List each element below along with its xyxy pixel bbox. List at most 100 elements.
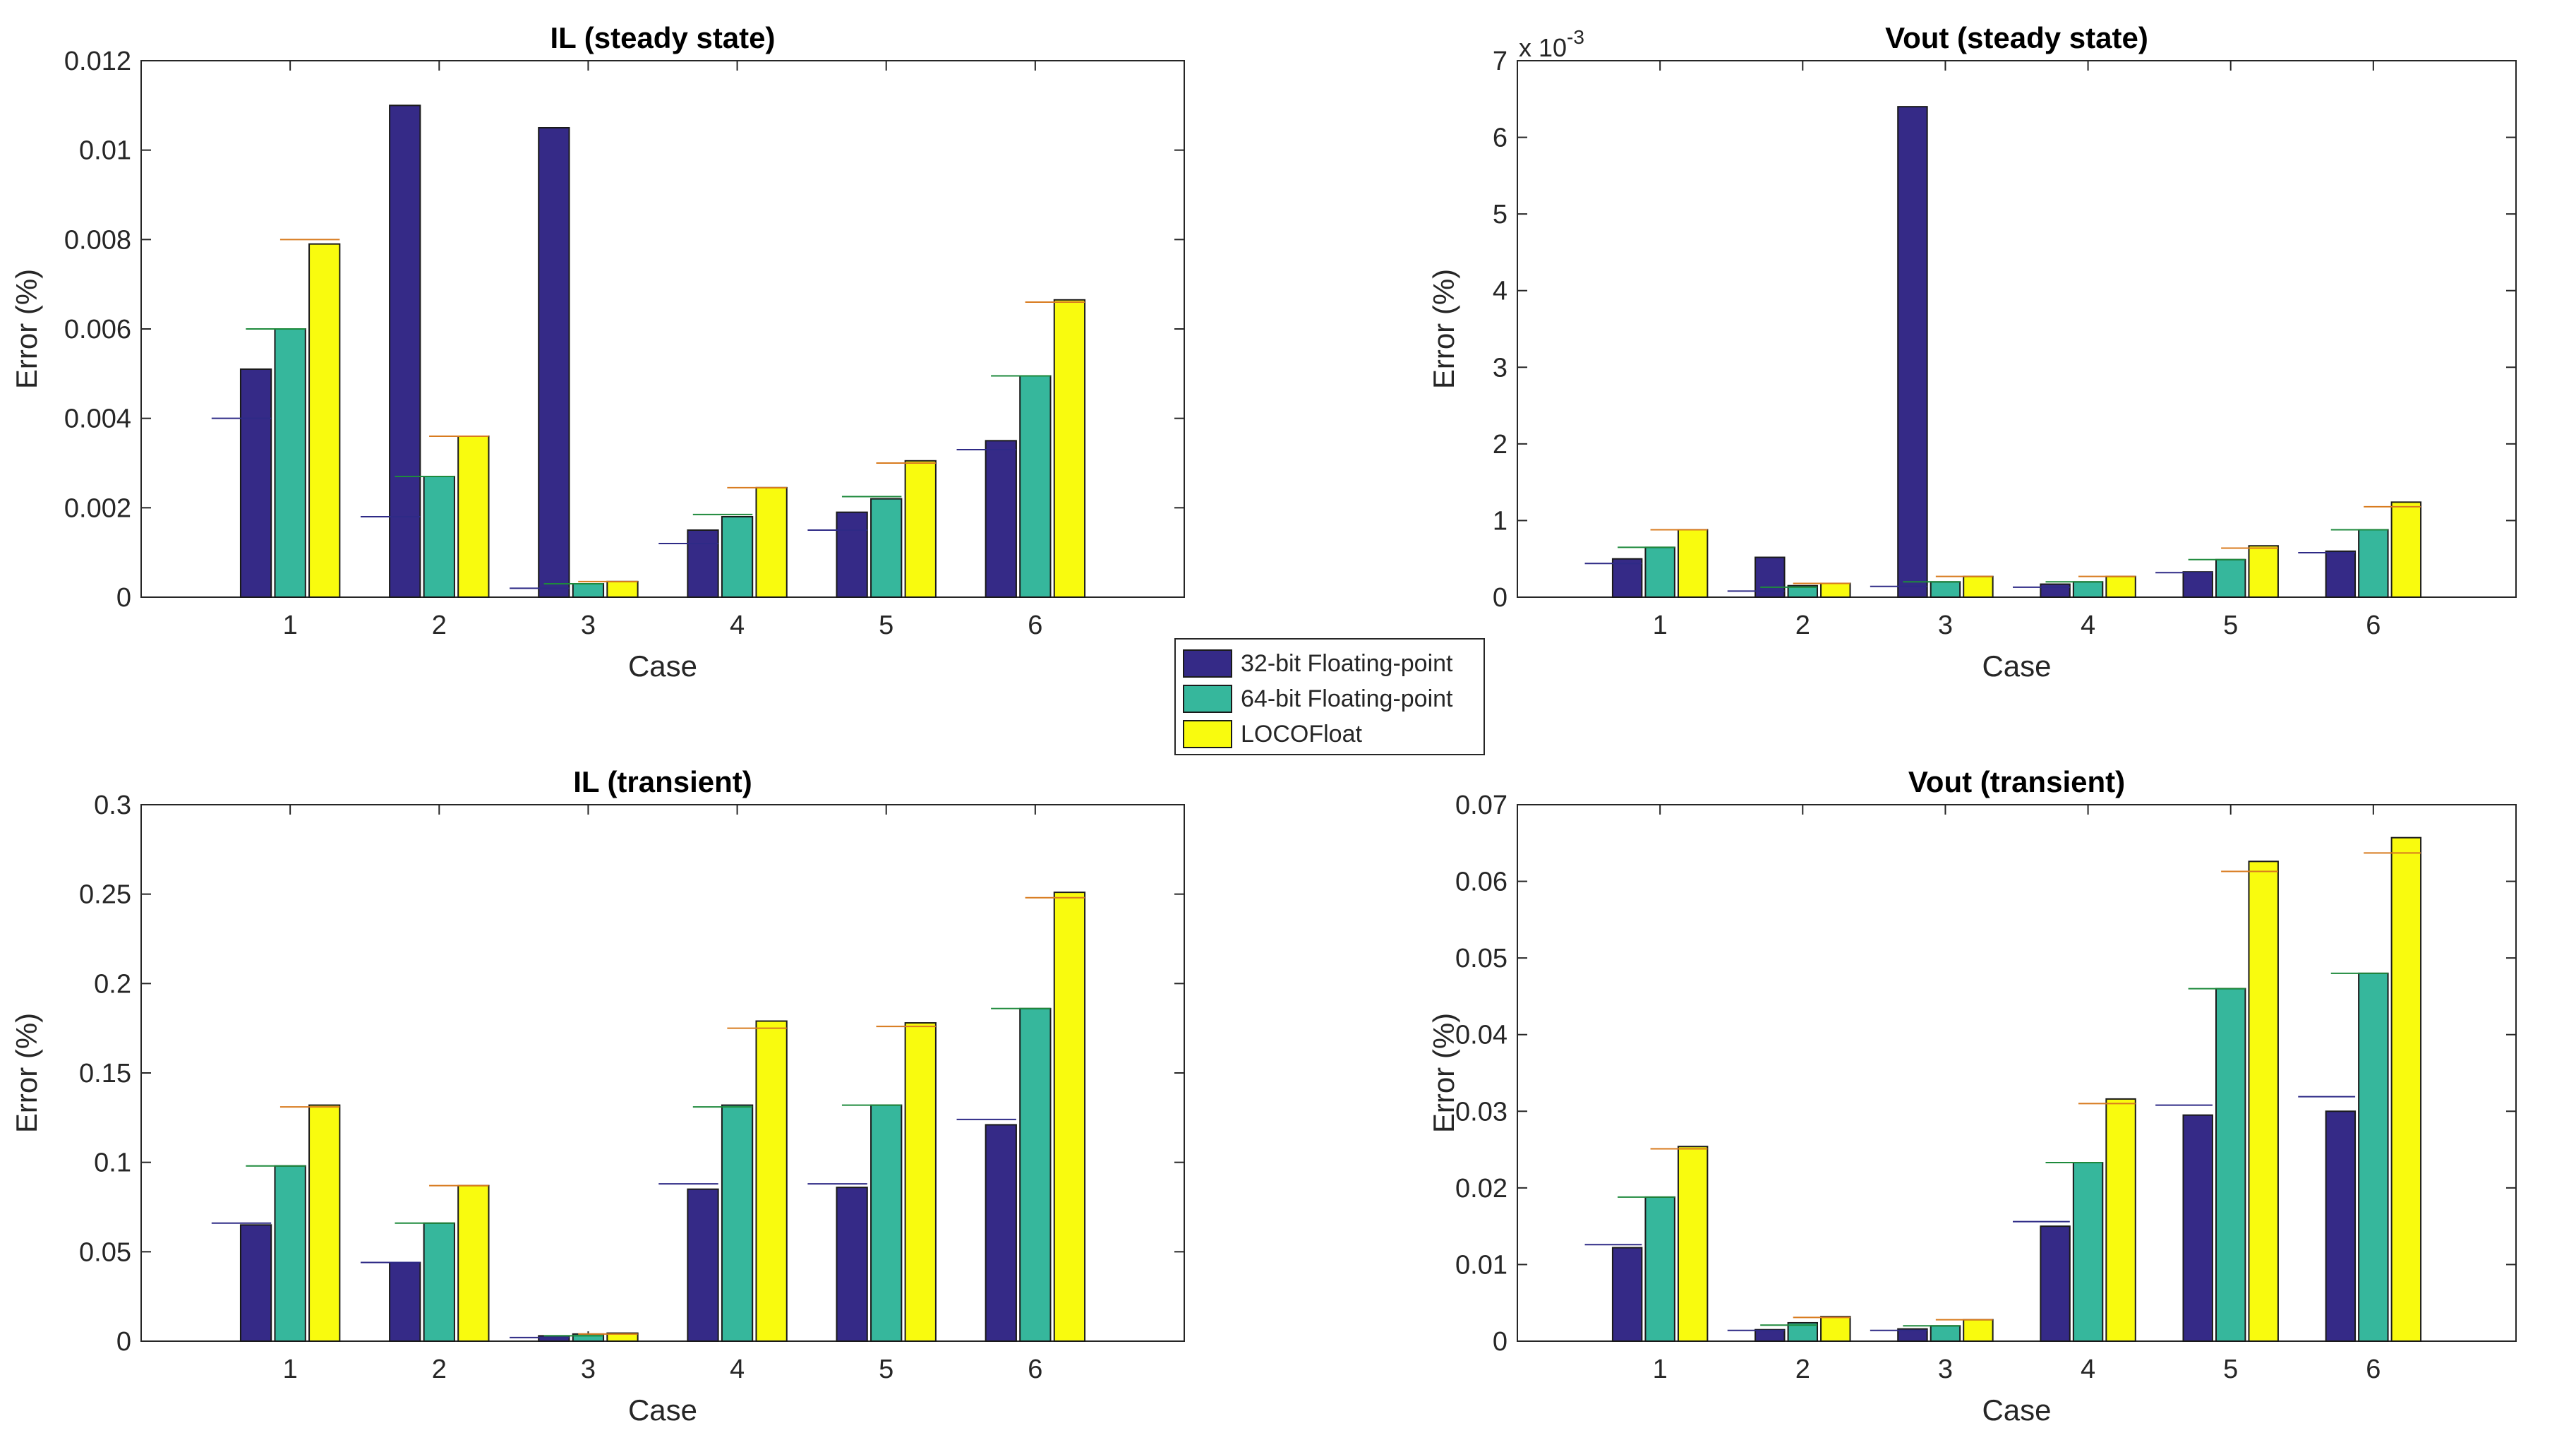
x-axis-label: Case	[1982, 1393, 2051, 1427]
x-tick-label: 5	[2223, 611, 2238, 640]
legend-item-32bit: 32-bit Floating-point	[1183, 648, 1453, 679]
bar-vout-transient-s3-case5	[2248, 860, 2279, 1343]
bar-il-transient-s1-case3	[538, 1335, 570, 1343]
y-tick-label: 0.004	[64, 404, 131, 434]
bar-il-transient-s2-case5	[870, 1104, 903, 1342]
legend-swatch-32bit	[1183, 649, 1232, 678]
bar-il-steady-s2-case1	[274, 328, 306, 598]
y-tick-label: 0	[1493, 583, 1507, 613]
y-tick-label: 0.01	[1455, 1250, 1507, 1280]
y-tick-label: 7	[1493, 47, 1507, 76]
x-tick-label: 2	[1795, 1355, 1810, 1384]
y-tick-label: 0.05	[79, 1237, 131, 1267]
bar-vout-transient-s1-case6	[2325, 1110, 2357, 1343]
bar-il-steady-s2-case3	[572, 583, 605, 598]
x-tick-label: 2	[432, 611, 447, 640]
y-tick-label: 0.03	[1455, 1097, 1507, 1127]
y-tick-label: 0.07	[1455, 791, 1507, 820]
x-tick-label: 6	[1028, 611, 1042, 640]
y-tick-label: 5	[1493, 200, 1507, 229]
bar-il-steady-s3-case4	[755, 486, 788, 598]
legend-label-locofloat: LOCOFloat	[1241, 720, 1362, 748]
legend-item-64bit: 64-bit Floating-point	[1183, 683, 1453, 714]
bar-vout-transient-s1-case2	[1755, 1328, 1786, 1342]
x-axis-label: Case	[1982, 649, 2051, 683]
x-tick-label: 3	[1938, 1355, 1953, 1384]
legend-swatch-64bit	[1183, 685, 1232, 713]
bar-vout-steady-s3-case4	[2105, 575, 2136, 599]
y-tick-label: 4	[1493, 277, 1507, 306]
bar-vout-transient-s2-case4	[2072, 1162, 2104, 1342]
y-tick-label: 6	[1493, 124, 1507, 153]
y-tick-label: 0	[116, 583, 131, 613]
bar-vout-steady-s2-case6	[2358, 529, 2389, 599]
x-tick-label: 3	[581, 611, 596, 640]
x-tick-label: 1	[283, 611, 298, 640]
y-tick-label: 0.008	[64, 225, 131, 255]
bar-il-steady-s2-case4	[721, 516, 754, 598]
bar-il-transient-s3-case6	[1053, 892, 1086, 1342]
bar-il-steady-s3-case3	[606, 580, 639, 598]
y-axis-label: Error (%)	[10, 1013, 43, 1133]
bar-vout-transient-s1-case3	[1897, 1328, 1928, 1342]
x-tick-label: 5	[879, 1355, 893, 1384]
x-tick-label: 6	[2366, 611, 2381, 640]
bar-vout-steady-s3-case2	[1820, 582, 1851, 599]
bar-vout-transient-s2-case3	[1930, 1325, 1961, 1343]
y-tick-label: 0.2	[94, 969, 131, 999]
legend: 32-bit Floating-point 64-bit Floating-po…	[1174, 638, 1485, 755]
bar-vout-steady-s3-case3	[1963, 575, 1994, 599]
bar-vout-steady-s2-case4	[2072, 581, 2104, 598]
chart-title: IL (steady state)	[550, 21, 776, 54]
bar-vout-steady-s1-case1	[1611, 558, 1643, 599]
bar-il-steady-s2-case6	[1019, 375, 1052, 598]
x-tick-label: 5	[879, 611, 893, 640]
chart-vout-transient: 0 0.01 0.02 0.03 0.04 0.05 0.06 0.07 1 2 3 4 5 6 Vout …	[1427, 765, 2517, 1427]
x-tick-label: 2	[432, 1355, 447, 1384]
y-tick-label: 0.15	[79, 1059, 131, 1088]
y-tick-label: 0.02	[1455, 1174, 1507, 1204]
bar-il-transient-s2-case1	[274, 1165, 306, 1342]
bar-il-steady-s1-case4	[687, 529, 719, 598]
y-tick-label: 0.06	[1455, 868, 1507, 897]
chart-il-steady: 0 0.002 0.004 0.006 0.008 0.01 0.012 1 2 3 4 5 6 IL (…	[10, 21, 1185, 683]
bar-il-steady-s1-case1	[239, 368, 272, 598]
bar-vout-transient-s2-case2	[1787, 1321, 1819, 1343]
x-tick-label: 4	[2081, 1355, 2095, 1384]
y-tick-label: 0.04	[1455, 1021, 1507, 1050]
y-tick-label: 0.25	[79, 880, 131, 910]
bar-il-transient-s1-case1	[239, 1224, 272, 1343]
bar-il-steady-s3-case2	[457, 436, 490, 598]
bar-vout-transient-s3-case3	[1963, 1319, 1994, 1342]
x-tick-label: 3	[581, 1355, 596, 1384]
x-tick-label: 1	[1653, 611, 1668, 640]
y-axis-label: Error (%)	[1427, 269, 1460, 389]
y-tick-label: 0.012	[64, 47, 131, 76]
x-tick-label: 4	[2081, 611, 2095, 640]
bar-il-transient-s2-case6	[1019, 1007, 1052, 1343]
bar-il-transient-s2-case4	[721, 1104, 754, 1342]
x-tick-label: 4	[730, 1355, 745, 1384]
bar-il-steady-s3-case1	[308, 243, 341, 598]
bar-il-transient-s3-case1	[308, 1104, 341, 1342]
y-axis-label: Error (%)	[1427, 1013, 1460, 1133]
legend-label-64bit: 64-bit Floating-point	[1241, 685, 1453, 712]
y-tick-label: 0	[116, 1327, 131, 1357]
x-tick-label: 3	[1938, 611, 1953, 640]
chart-title: Vout (steady state)	[1885, 21, 2148, 54]
x-tick-label: 5	[2223, 1355, 2238, 1384]
x-tick-label: 6	[2366, 1355, 2381, 1384]
bar-vout-transient-s3-case1	[1677, 1146, 1709, 1342]
y-tick-label: 0.1	[94, 1148, 131, 1178]
bar-vout-transient-s2-case6	[2358, 972, 2389, 1343]
bar-il-transient-s3-case5	[904, 1022, 937, 1342]
bar-vout-steady-s2-case3	[1930, 581, 1961, 598]
y-tick-label: 0.01	[79, 136, 131, 166]
bar-vout-transient-s1-case1	[1611, 1247, 1643, 1342]
chart-title: IL (transient)	[573, 765, 752, 798]
bar-vout-steady-s3-case1	[1677, 529, 1709, 599]
y-tick-label: 2	[1493, 430, 1507, 460]
bar-vout-transient-s1-case4	[2040, 1225, 2071, 1342]
bar-vout-transient-s3-case6	[2390, 836, 2422, 1342]
x-tick-label: 1	[1653, 1355, 1668, 1384]
